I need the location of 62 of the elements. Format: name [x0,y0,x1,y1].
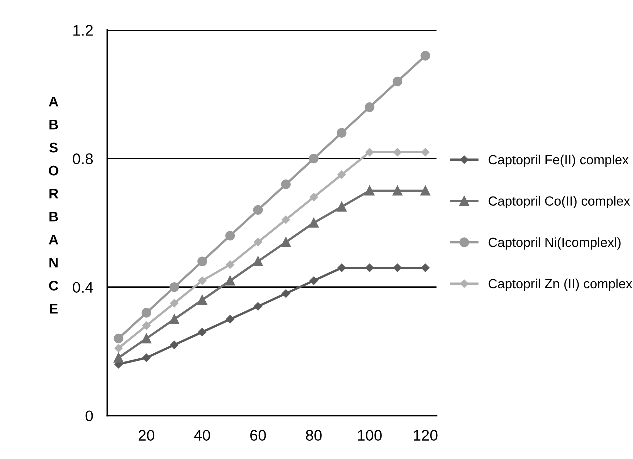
point [253,256,264,266]
point [392,76,403,87]
point [310,276,318,286]
point [309,154,319,164]
point [394,264,402,272]
x-tick-label: 40 [194,430,210,441]
point [366,148,374,157]
point [198,295,208,306]
point [420,51,430,61]
point [338,170,346,180]
point [170,299,179,308]
point [394,148,402,157]
point [170,341,179,350]
point [198,256,208,266]
point [364,102,375,112]
point [142,322,151,330]
point [281,237,291,248]
y-tick-label: 1.2 [74,25,93,36]
legend-label: Captopril Fe(II) complex [488,154,629,168]
point [225,276,236,286]
point [338,264,346,272]
x-tick-label: 80 [306,430,322,441]
point [392,186,403,196]
legend-label: Captopril Ni(Icomplexl) [488,238,621,250]
point [337,202,347,212]
x-tick-label: 100 [358,430,382,441]
point [198,276,207,286]
point [366,264,374,272]
point [114,334,124,344]
point [282,290,290,298]
point [114,353,124,363]
point [225,231,236,241]
point [142,334,152,344]
point [226,260,234,269]
point [310,193,318,202]
legend-label: Captopril Zn (II) complex [488,278,633,292]
y-tick-label: 0 [86,410,94,422]
point [421,148,430,157]
x-tick-label: 20 [138,430,155,441]
x-tick-label: 60 [250,430,266,441]
point [254,302,262,311]
point [421,264,430,272]
point [337,128,347,138]
point [309,218,319,228]
point [142,308,152,318]
legend-label: Captopril Co(II) complex [488,196,630,209]
point [364,186,375,196]
y-tick-label: 0.4 [73,282,94,294]
point [281,180,291,190]
x-tick-label: 120 [414,430,438,441]
point [226,315,234,324]
point [420,186,430,196]
point [198,328,207,336]
text: ABSORBANCE [48,97,59,314]
y-tick-label: 0.8 [73,154,94,164]
point [282,216,290,224]
point [114,344,123,353]
point [254,238,262,246]
point [253,205,264,216]
point [170,314,180,324]
point [170,282,180,292]
point [142,354,151,362]
